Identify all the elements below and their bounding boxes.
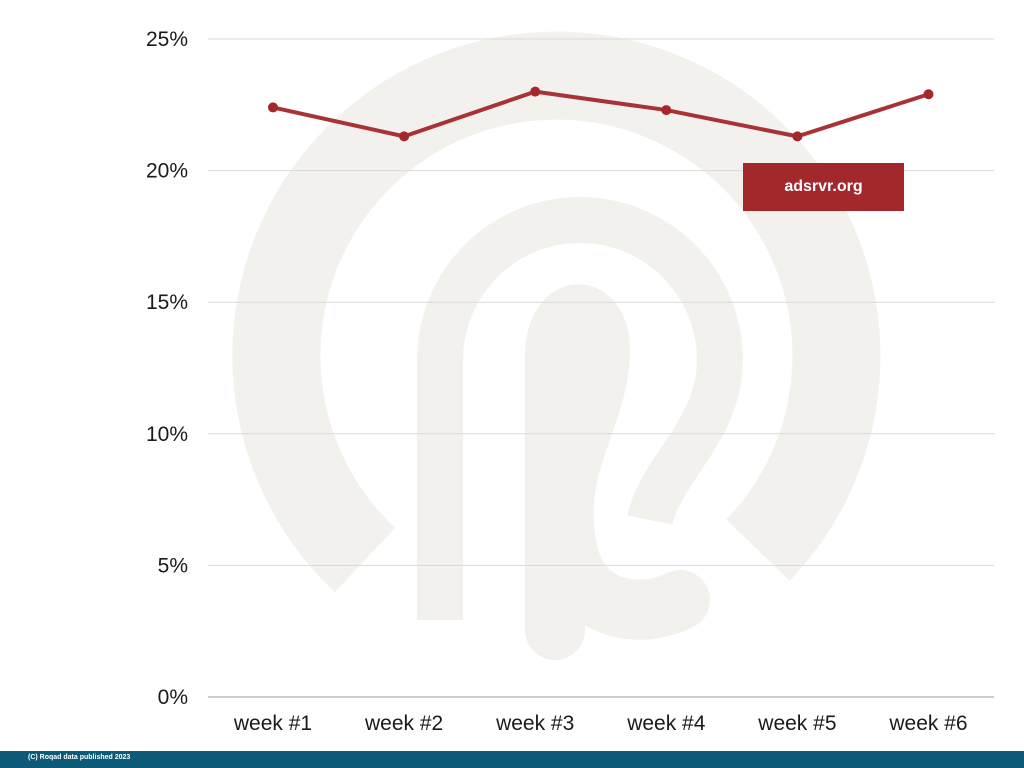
watermark-outer-arc: [232, 31, 881, 593]
y-tick-label: 15%: [146, 291, 188, 314]
x-tick-label: week #6: [888, 712, 967, 735]
data-point: [792, 131, 803, 142]
data-point: [661, 105, 672, 116]
data-point: [530, 86, 541, 97]
y-tick-label: 5%: [158, 554, 188, 577]
data-point: [399, 131, 410, 142]
x-tick-label: week #1: [233, 712, 312, 735]
data-point: [923, 89, 934, 100]
site-badge: adsrvr.org: [743, 163, 904, 211]
gridlines: [208, 38, 994, 698]
x-tick-label: week #2: [364, 712, 443, 735]
y-tick-label: 20%: [146, 160, 188, 183]
footer-bar: (C) Roqad data published 2023: [0, 751, 1024, 768]
y-axis: 0% 5% 10% 15% 20% 25%: [146, 28, 188, 709]
y-tick-label: 0%: [158, 686, 188, 709]
watermark-core-stroke: [525, 284, 710, 660]
watermark-inner-arc: [417, 197, 744, 620]
series-line: [272, 89, 930, 139]
data-point: [268, 102, 278, 113]
x-tick-label: week #4: [626, 712, 706, 735]
y-tick-label: 10%: [146, 423, 188, 446]
footer-copyright: (C) Roqad data published 2023: [28, 754, 131, 761]
x-tick-label: week #5: [757, 712, 836, 735]
x-axis: week #1 week #2 week #3 week #4 week #5 week …: [233, 712, 968, 735]
roqad-logo-watermark-icon: [232, 31, 881, 660]
y-tick-label: 25%: [146, 28, 188, 51]
x-tick-label: week #3: [495, 712, 574, 735]
line-chart: 0%5%10%15%20%25% week #1 week #2 week #3 we…: [146, 28, 994, 735]
series: [268, 86, 934, 142]
